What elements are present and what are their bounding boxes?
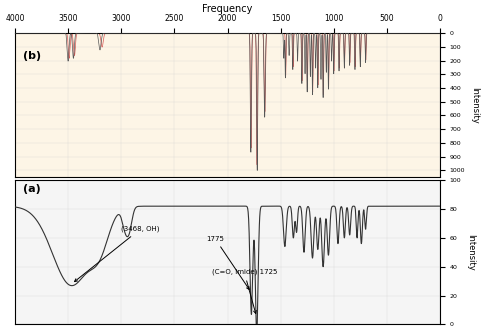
Text: (3468, OH): (3468, OH)	[74, 226, 160, 282]
Y-axis label: Intensity: Intensity	[470, 87, 479, 123]
Text: 1775: 1775	[206, 236, 249, 289]
Text: (C=O, Imide) 1725: (C=O, Imide) 1725	[212, 269, 277, 313]
Text: (a): (a)	[24, 184, 41, 194]
X-axis label: Frequency: Frequency	[202, 4, 252, 14]
Y-axis label: Intensity: Intensity	[466, 234, 475, 271]
Text: (b): (b)	[24, 51, 42, 61]
